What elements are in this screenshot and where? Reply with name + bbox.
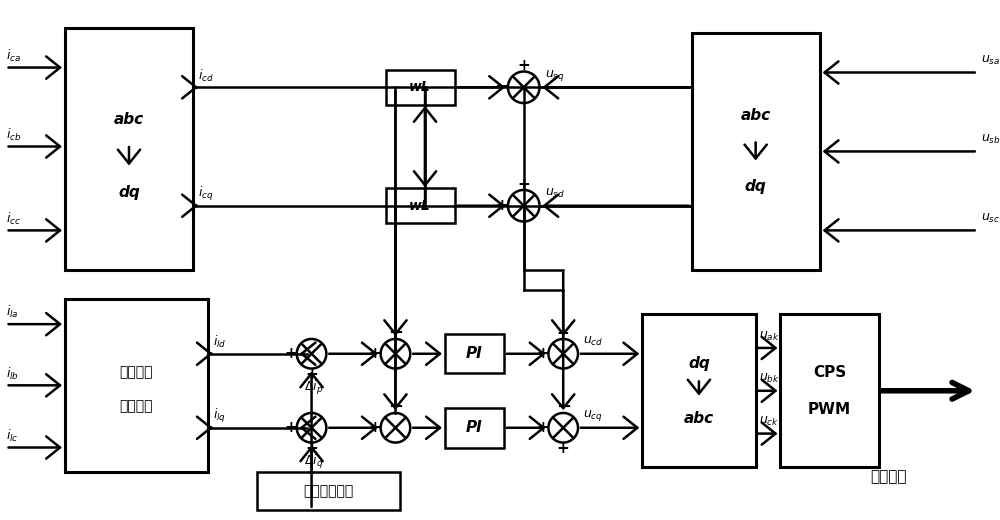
Bar [386,70,455,105]
Text: $u_{bk}$: $u_{bk}$ [759,372,779,385]
Bar [257,472,400,510]
Text: PI: PI [466,420,483,435]
Text: dq: dq [688,356,710,371]
Text: $u_{ak}$: $u_{ak}$ [759,330,779,343]
Text: $i_{lq}$: $i_{lq}$ [213,407,226,425]
Text: $i_{cb}$: $i_{cb}$ [6,126,21,142]
Bar [692,33,820,270]
Text: −: − [556,398,571,416]
Text: 检测算法: 检测算法 [120,399,153,413]
Text: dq: dq [745,179,767,194]
Text: $u_{sc}$: $u_{sc}$ [981,212,1000,225]
Text: 驱动信号: 驱动信号 [871,470,907,485]
Text: −: − [388,398,403,416]
Text: dq: dq [118,185,140,200]
Text: +: + [305,441,318,456]
Text: $\Delta i_q$: $\Delta i_q$ [304,453,323,471]
Text: +: + [557,326,570,341]
Text: +: + [536,420,549,435]
Text: +: + [368,346,381,361]
Text: 有功功率控制: 有功功率控制 [304,484,354,498]
Text: $i_{ld}$: $i_{ld}$ [213,334,226,350]
Text: CPS: CPS [813,365,846,380]
Text: $i_{lc}$: $i_{lc}$ [6,427,18,444]
Bar [65,300,208,472]
Text: $i_{la}$: $i_{la}$ [6,304,18,320]
Text: +: + [517,58,530,73]
Circle shape [297,413,326,443]
Text: $u_{sa}$: $u_{sa}$ [981,54,1000,67]
Text: abc: abc [741,108,771,123]
Text: abc: abc [114,112,144,127]
Circle shape [381,339,410,369]
Circle shape [548,413,578,443]
Text: +: + [305,367,318,382]
Text: wL: wL [409,199,431,213]
Text: 无功电流: 无功电流 [120,365,153,379]
Circle shape [508,72,540,103]
Text: $u_{sq}$: $u_{sq}$ [545,68,565,83]
Text: PWM: PWM [808,401,851,417]
Text: $u_{sb}$: $u_{sb}$ [981,133,1000,146]
Text: PI: PI [466,346,483,361]
Text: +: + [517,176,530,191]
Bar [65,28,193,270]
Bar [780,314,879,467]
Bar [386,188,455,224]
Text: +: + [496,198,508,213]
Text: +: + [284,420,297,435]
Text: $i_{cc}$: $i_{cc}$ [6,211,21,227]
Text: $u_{sd}$: $u_{sd}$ [545,187,566,200]
Bar [445,334,504,373]
Text: +: + [557,441,570,456]
Text: −: − [494,79,510,96]
Text: $i_{cd}$: $i_{cd}$ [198,68,214,84]
Text: $\Delta i_p$: $\Delta i_p$ [304,379,323,397]
Text: $u_{cq}$: $u_{cq}$ [583,408,603,423]
Text: $i_{lb}$: $i_{lb}$ [6,366,19,382]
Text: $u_{ck}$: $u_{ck}$ [759,415,779,428]
Text: +: + [368,420,381,435]
Circle shape [508,190,540,222]
Text: wL: wL [409,80,431,94]
Circle shape [297,339,326,369]
Bar [642,314,756,467]
Circle shape [548,339,578,369]
Text: $i_{cq}$: $i_{cq}$ [198,185,214,203]
Text: +: + [536,346,549,361]
Text: −: − [388,324,403,342]
Text: abc: abc [684,411,714,426]
Text: $i_{ca}$: $i_{ca}$ [6,48,21,64]
Bar [445,408,504,448]
Circle shape [381,413,410,443]
Text: +: + [284,346,297,361]
Text: $u_{cd}$: $u_{cd}$ [583,335,603,348]
